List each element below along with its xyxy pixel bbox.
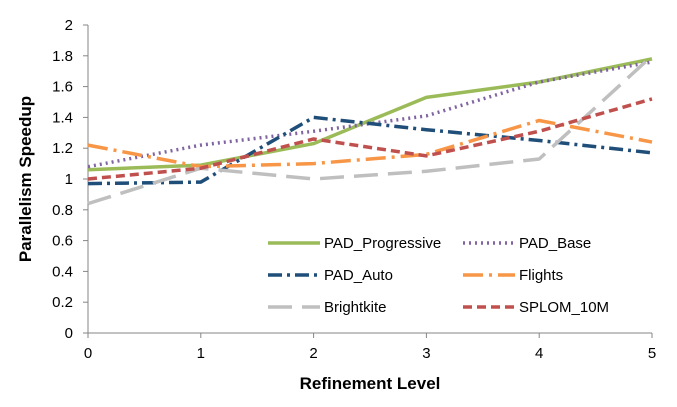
y-tick-label: 1.8 <box>52 48 73 65</box>
y-tick-label: 1.6 <box>52 79 73 96</box>
legend-label: Flights <box>519 267 563 284</box>
series-line-splom-10m <box>87 97 653 181</box>
x-axis-title: Refinement Level <box>300 374 441 393</box>
x-tick-label: 0 <box>84 345 92 362</box>
y-tick-label: 0.4 <box>52 263 73 280</box>
y-tick-label: 2 <box>65 17 73 34</box>
series-line-brightkite <box>87 54 654 206</box>
legend-label: PAD_Base <box>519 235 591 252</box>
series-lines <box>87 54 654 206</box>
y-axis-ticks: 0 0.2 0.4 0.6 0.8 1 1.2 1.4 1.6 1.8 2 <box>52 17 88 342</box>
y-tick-label: 0.2 <box>52 294 73 311</box>
series-line-flights <box>87 118 653 169</box>
x-tick-label: 3 <box>422 345 430 362</box>
legend-label: PAD_Auto <box>324 267 393 284</box>
x-tick-label: 4 <box>535 345 543 362</box>
legend-label: SPLOM_10M <box>519 299 609 316</box>
legend-label: PAD_Progressive <box>324 235 441 252</box>
y-tick-label: 0.6 <box>52 233 73 250</box>
y-tick-label: 1.4 <box>52 109 73 126</box>
x-tick-label: 2 <box>309 345 317 362</box>
series-line-pad-progressive <box>87 57 653 172</box>
y-tick-label: 1 <box>65 171 73 188</box>
y-tick-label: 1.2 <box>52 140 73 157</box>
x-tick-label: 5 <box>648 345 656 362</box>
x-tick-label: 1 <box>197 345 205 362</box>
legend-label: Brightkite <box>324 299 387 316</box>
y-axis-title: Parallelism Speedup <box>16 96 35 262</box>
x-axis-ticks: 0 1 2 3 4 5 <box>84 333 656 362</box>
y-tick-label: 0.8 <box>52 202 73 219</box>
y-tick-label: 0 <box>65 325 73 342</box>
legend: PAD_Progressive PAD_Base PAD_Auto Flights Br… <box>268 235 609 316</box>
